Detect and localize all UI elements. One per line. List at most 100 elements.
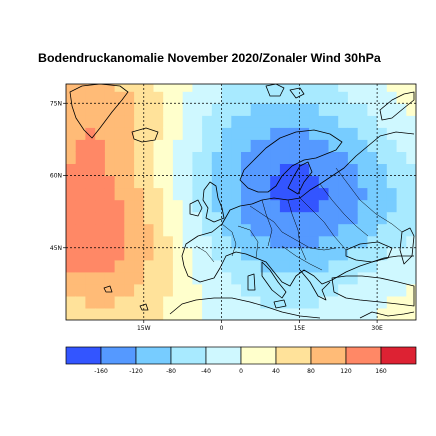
field-cell [202,199,213,213]
field-cell [182,84,193,92]
field-cell [328,127,339,140]
field-cell [163,187,174,201]
field-cell [202,163,213,177]
field-cell [143,91,155,104]
field-cell [211,151,223,164]
field-cell [75,187,86,201]
field-cell [221,151,232,164]
field-cell [289,115,300,128]
field-cell [299,151,310,164]
field-cell [250,187,261,201]
field-cell [134,223,145,237]
field-cell [75,175,86,189]
field-cell [172,271,184,285]
field-cell [377,308,388,320]
field-cell [66,127,77,140]
field-cell [338,163,349,177]
map-frame [65,83,417,321]
field-cell [241,163,252,177]
field-cell [134,283,145,297]
field-cell [143,187,155,201]
field-cell [163,308,174,320]
field-cell [386,271,398,285]
field-cell [231,91,242,104]
field-cell [357,163,368,177]
field-cell [202,235,213,249]
field-cell [231,151,242,164]
field-cell [85,175,96,189]
field-cell [347,235,359,249]
field-cell [299,187,310,201]
field-cell [124,259,135,273]
field-cell [134,247,145,261]
field-cell [347,187,359,201]
field-cell [211,103,223,116]
field-cell [95,187,106,201]
field-cell [357,271,368,285]
field-cell [211,127,223,140]
field-cell [260,84,271,92]
field-cell [163,283,174,297]
field-cell [66,235,77,249]
field-cell [318,271,330,285]
field-cell [260,91,271,104]
field-cell [279,247,291,261]
field-cell [182,163,193,177]
lon-tick-label: 15E [294,325,306,332]
field-cell [260,187,271,201]
field-cell [192,163,203,177]
field-cell [289,235,300,249]
field-cell [172,308,184,320]
field-cell [95,211,106,225]
field-cell [211,115,223,128]
field-cell [172,115,184,128]
field-cell [143,199,155,213]
field-cell [104,187,116,201]
field-cell [357,115,368,128]
colorbar-swatch [65,346,102,365]
lon-tick-label: 15W [137,325,151,332]
field-cell [211,139,223,152]
field-cell [309,139,320,152]
field-cell [299,163,310,177]
field-cell [124,175,135,189]
field-cell [124,211,135,225]
field-cell [211,175,223,189]
field-cell [143,247,155,261]
field-cell [367,91,378,104]
field-cell [221,103,232,116]
field-cell [153,259,164,273]
field-cell [202,151,213,164]
field-cell [85,295,96,309]
field-cell [328,163,339,177]
field-cell [367,259,378,273]
field-cell [114,283,125,297]
field-cell [66,175,77,189]
field-cell [114,308,125,320]
field-cell [85,283,96,297]
field-cell [309,247,320,261]
field-cell [347,139,359,152]
field-cell [250,223,261,237]
field-cell [406,151,416,164]
colorbar-tick-label: 80 [307,368,315,375]
field-cell [318,295,330,309]
field-cell [270,127,281,140]
field-cell [153,235,164,249]
field-cell [66,247,77,261]
field-cell [299,211,310,225]
field-cell [221,187,232,201]
field-cell [172,139,184,152]
field-cell [66,199,77,213]
field-cell [211,223,223,237]
field-cell [153,115,164,128]
field-cell [279,223,291,237]
field-cell [134,308,145,320]
field-cell [143,163,155,177]
field-cell [202,259,213,273]
field-cell [95,151,106,164]
field-cell [85,139,96,152]
field-cell [406,84,416,92]
field-cell [289,247,300,261]
field-cell [289,308,300,320]
